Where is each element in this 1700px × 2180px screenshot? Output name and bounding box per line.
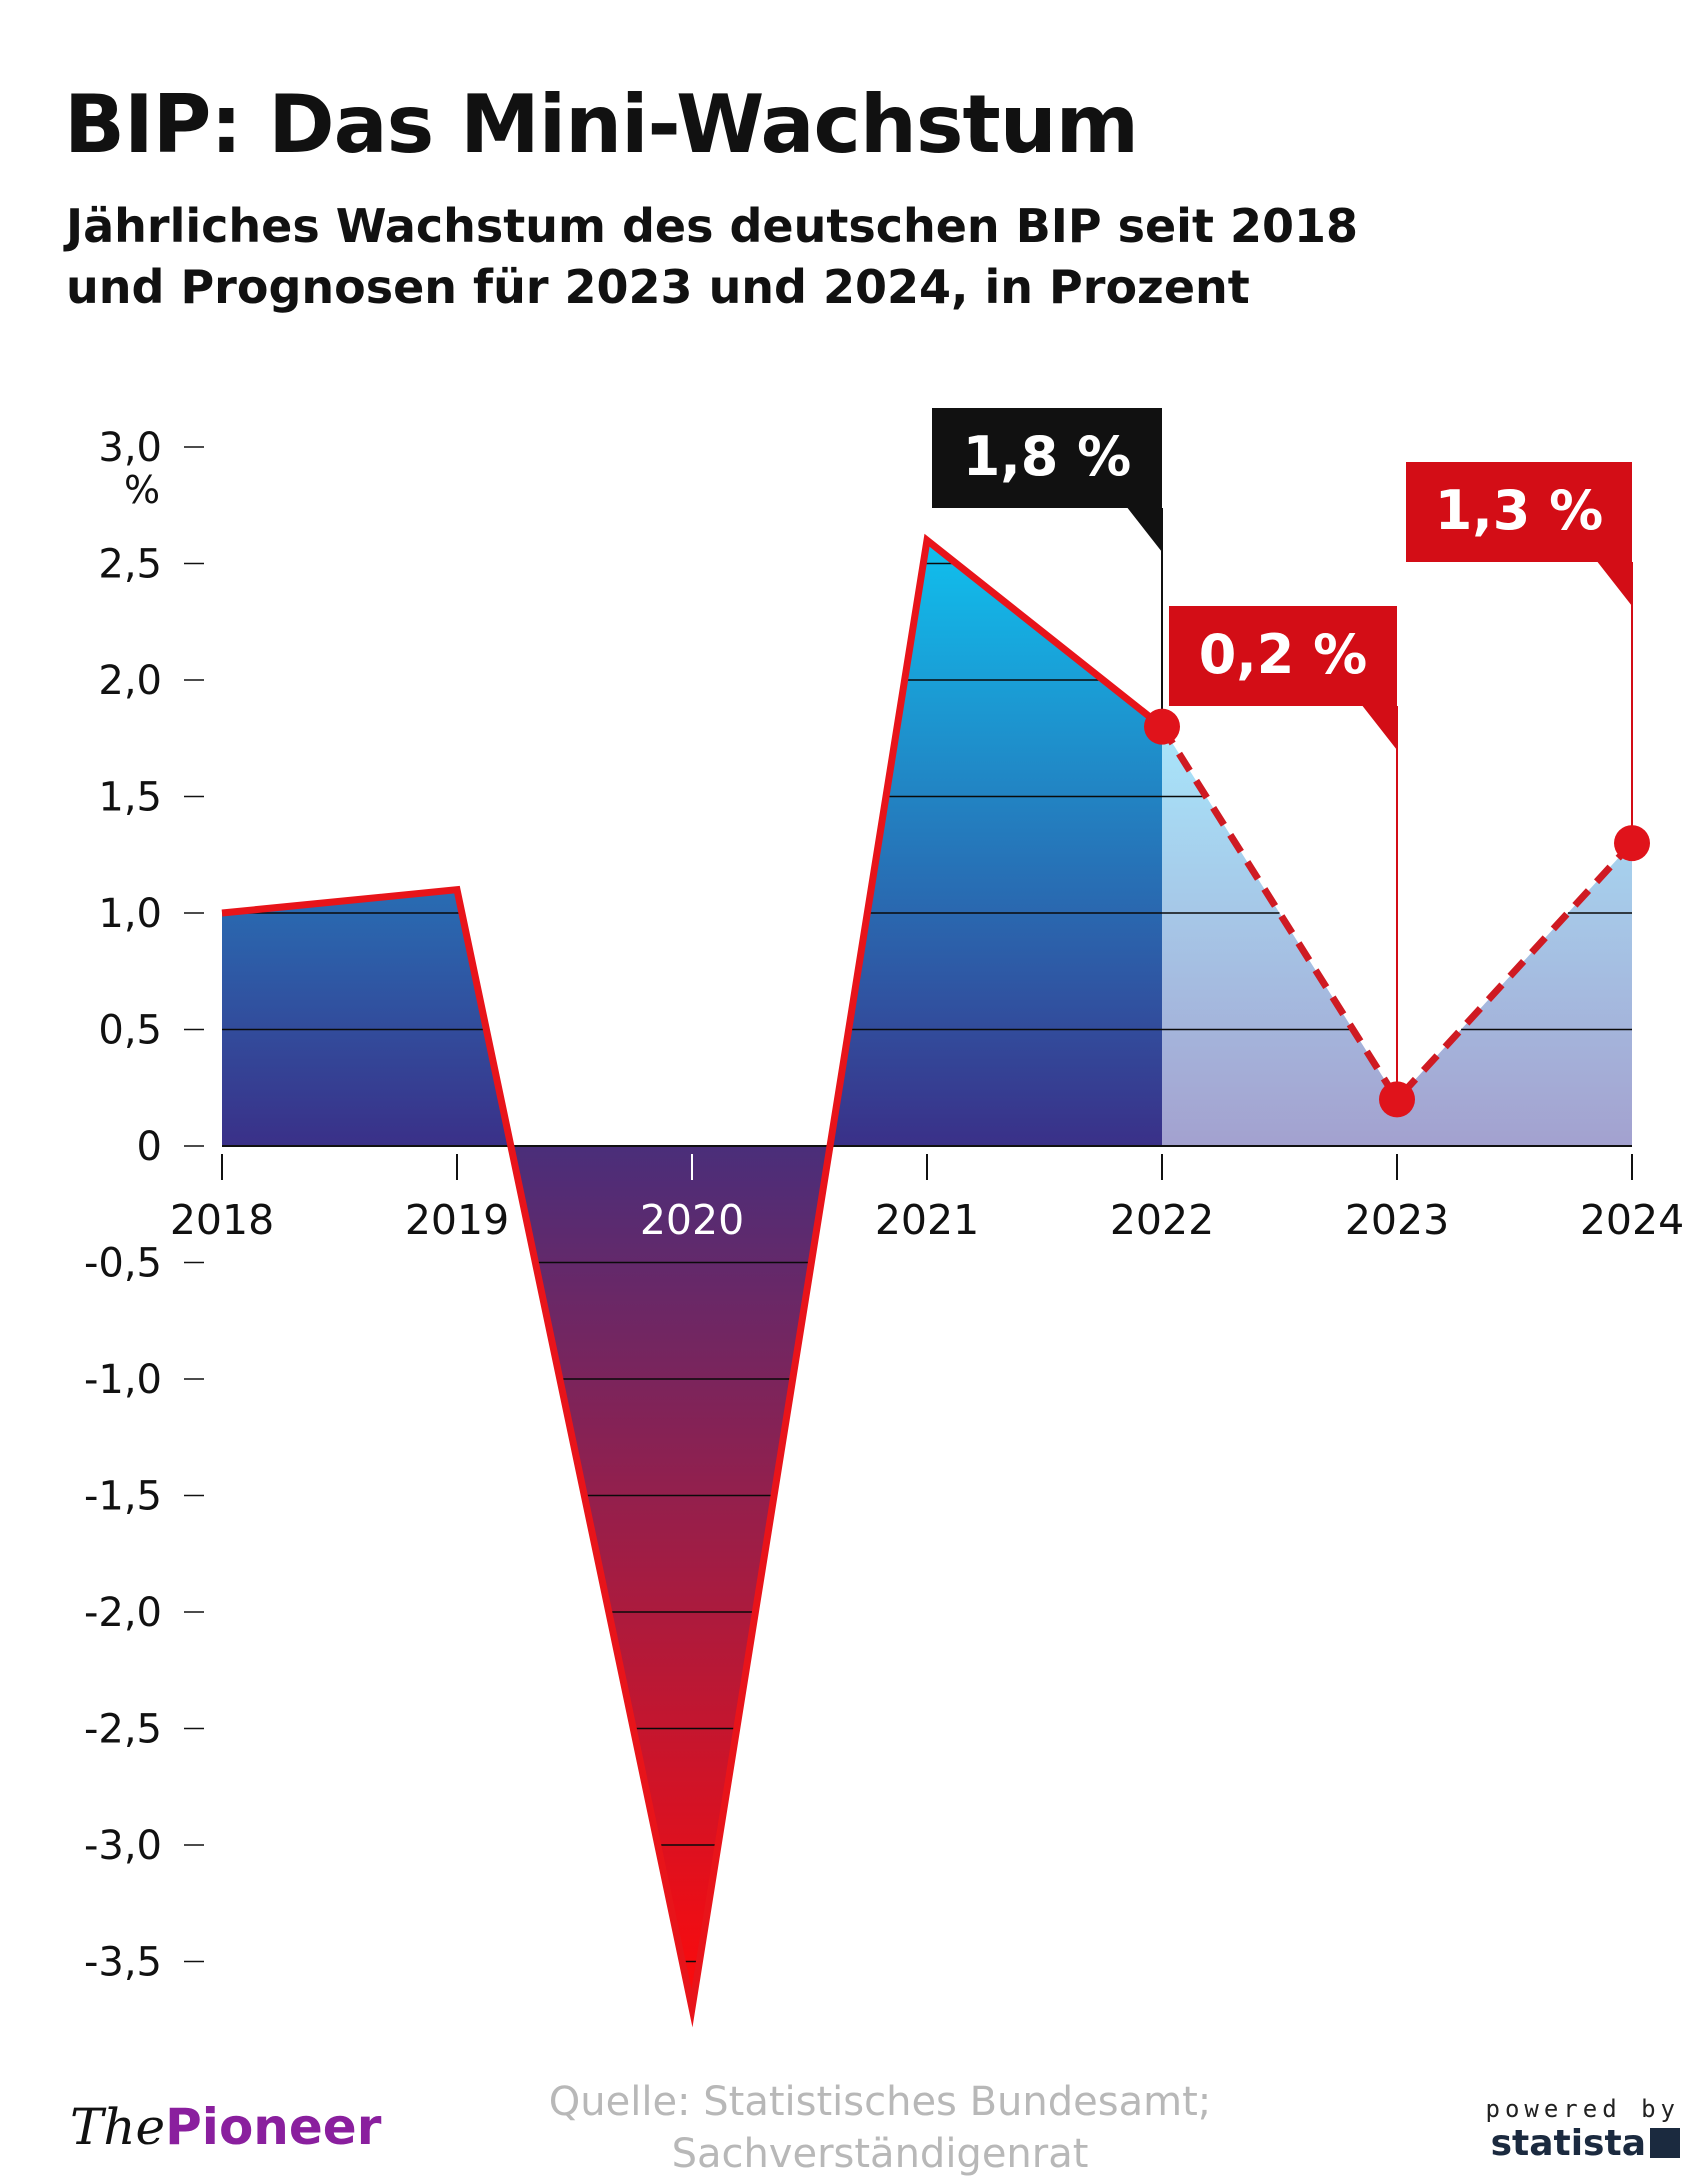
y-tick-label-10: -2,0 bbox=[84, 1590, 162, 1636]
annotation-box-2023 bbox=[1169, 606, 1397, 706]
statista-wordmark: statista bbox=[1460, 2123, 1680, 2164]
subtitle-line-1: Jährliches Wachstum des deutschen BIP se… bbox=[66, 199, 1358, 253]
y-tick-label-11: -2,5 bbox=[84, 1707, 162, 1753]
x-tick-label-2022: 2022 bbox=[1110, 1196, 1214, 1244]
annotation-box-2024 bbox=[1406, 462, 1632, 562]
y-tick-label-0: 3,0 bbox=[98, 425, 162, 471]
y-tick-label-5: 0,5 bbox=[98, 1008, 162, 1054]
y-tick-label-7: -0,5 bbox=[84, 1241, 162, 1287]
source-line-1: Quelle: Statistisches Bundesamt; bbox=[548, 2079, 1212, 2125]
area-positive-0 bbox=[222, 889, 511, 1146]
annotation-pointer-2023 bbox=[1361, 704, 1397, 750]
x-tick-label-2023: 2023 bbox=[1345, 1196, 1449, 1244]
x-axis: 2018 2019 2020 2021 2022 2023 2024 bbox=[170, 1145, 1684, 1244]
y-tick-label-8: -1,0 bbox=[84, 1357, 162, 1403]
annotation-label-2024: 1,3 % bbox=[1435, 479, 1604, 542]
y-unit-label: % bbox=[124, 468, 160, 512]
y-tick-label-3: 1,5 bbox=[98, 775, 162, 821]
statista-logo: powered by statista bbox=[1460, 2095, 1680, 2164]
chart-title: BIP: Das Mini-Wachstum bbox=[64, 78, 1139, 171]
statista-text: statista bbox=[1490, 2123, 1646, 2164]
statista-icon bbox=[1650, 2128, 1680, 2158]
x-tick-label-2018: 2018 bbox=[170, 1196, 274, 1244]
y-tick-label-6: 0 bbox=[137, 1124, 162, 1170]
x-tick-label-2019: 2019 bbox=[405, 1196, 509, 1244]
data-point-2024 bbox=[1614, 825, 1650, 862]
source-note: Quelle: Statistisches Bundesamt; Sachver… bbox=[470, 2076, 1290, 2180]
area-forecast bbox=[1162, 726, 1632, 1146]
logo-the: The bbox=[70, 2098, 166, 2156]
annotation-label-2022: 1,8 % bbox=[963, 425, 1132, 488]
x-tick-label-2024: 2024 bbox=[1580, 1196, 1684, 1244]
logo-pioneer: Pioneer bbox=[165, 2098, 382, 2156]
annotation-label-2023: 0,2 % bbox=[1199, 623, 1368, 686]
x-tick-label-2020: 2020 bbox=[640, 1196, 744, 1244]
data-point-2023 bbox=[1379, 1081, 1415, 1118]
data-point-2022 bbox=[1144, 708, 1180, 745]
the-pioneer-logo: ThePioneer bbox=[70, 2098, 381, 2156]
line-actual bbox=[221, 533, 1165, 2028]
source-line-2: Sachverständigenrat bbox=[671, 2131, 1089, 2177]
y-tick-label-13: -3,5 bbox=[84, 1940, 162, 1986]
value-annotations: 1,8 % 0,2 % 1,3 % bbox=[932, 408, 1650, 1118]
y-tick-label-2: 2,0 bbox=[98, 658, 162, 704]
y-axis: 3,0 2,5 2,0 1,5 1,0 0,5 0 -0,5 -1,0 -1,5 -2,0 -2,5 -… bbox=[84, 425, 204, 1986]
series-line bbox=[221, 533, 1635, 2028]
subtitle-line-2: und Prognosen für 2023 und 2024, in Proz… bbox=[66, 260, 1250, 314]
powered-by-text: powered by bbox=[1485, 2095, 1680, 2123]
y-tick-label-12: -3,0 bbox=[84, 1823, 162, 1869]
line-forecast bbox=[1159, 724, 1635, 1106]
annotation-pointer-2022 bbox=[1126, 506, 1162, 552]
y-tick-label-1: 2,5 bbox=[98, 542, 162, 588]
area-fills bbox=[222, 540, 1632, 2009]
annotation-pointer-2024 bbox=[1596, 560, 1632, 606]
y-tick-label-4: 1,0 bbox=[98, 891, 162, 937]
area-positive-2 bbox=[830, 540, 1162, 1146]
annotation-box-2022 bbox=[932, 408, 1162, 508]
x-tick-label-2021: 2021 bbox=[875, 1196, 979, 1244]
area-negative-1 bbox=[510, 1146, 831, 2009]
y-tick-label-9: -1,5 bbox=[84, 1474, 162, 1520]
chart-subtitle: Jährliches Wachstum des deutschen BIP se… bbox=[66, 196, 1626, 318]
